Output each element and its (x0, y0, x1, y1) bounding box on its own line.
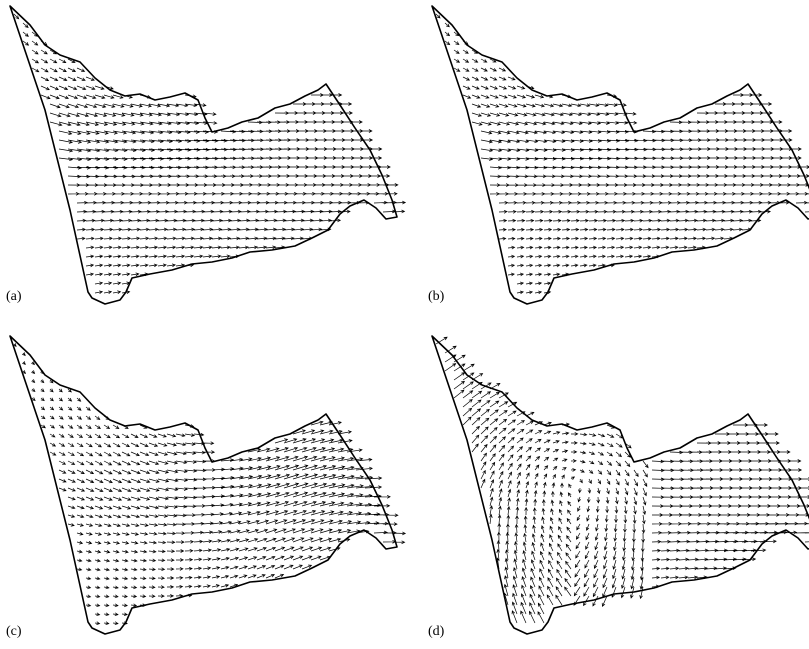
velocity-arrows (436, 14, 809, 294)
panel: (c) (6, 336, 405, 639)
panel: (a) (6, 6, 405, 304)
domain-outline (10, 336, 397, 634)
panel-label: (b) (428, 289, 445, 304)
domain-outline (432, 336, 809, 634)
velocity-arrows (436, 337, 809, 623)
panel-label: (c) (6, 624, 22, 639)
velocity-arrows (14, 14, 405, 294)
domain-outline (10, 6, 397, 304)
panel: (d) (428, 336, 809, 639)
velocity-arrows (13, 343, 405, 625)
panel-label: (d) (428, 624, 445, 639)
domain-outline (432, 6, 809, 304)
panel-label: (a) (6, 289, 22, 304)
panel: (b) (428, 6, 809, 304)
figure: (a) (b) (c) (d) (0, 0, 809, 644)
